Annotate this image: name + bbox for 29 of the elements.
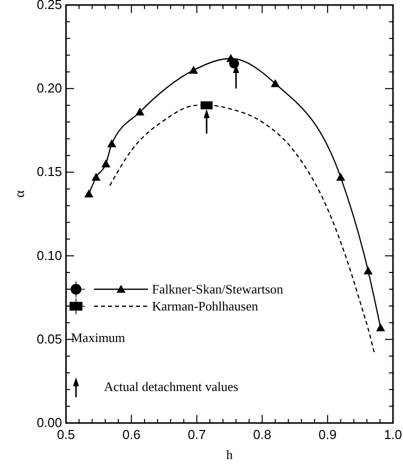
- point: [229, 58, 240, 69]
- point: [135, 108, 144, 116]
- point: [336, 172, 346, 181]
- x-tick-label: 0.8: [253, 427, 272, 442]
- point: [107, 139, 116, 148]
- x-tick-label: 1.0: [384, 427, 402, 442]
- point: [92, 172, 101, 181]
- point: [364, 266, 373, 274]
- point: [189, 66, 198, 74]
- y-tick-label: 0.10: [36, 248, 62, 263]
- x-tick-label: 0.7: [188, 427, 206, 442]
- legend-label: Falkner-Skan/Stewartson: [152, 282, 284, 297]
- x-axis-title: h: [226, 447, 234, 462]
- y-tick-label: 0.15: [36, 164, 62, 180]
- point: [376, 323, 386, 332]
- x-tick-label: 0.5: [56, 427, 76, 442]
- x-tick-label: 0.9: [318, 427, 337, 442]
- y-tick-label: 0.20: [36, 80, 62, 96]
- y-tick-label: 0.25: [36, 0, 62, 12]
- legend-label: Karman-Pohlhausen: [152, 298, 259, 314]
- annotation: Maximum: [71, 330, 126, 346]
- point: [84, 189, 94, 198]
- y-tick-label: 0.05: [36, 331, 62, 346]
- y-tick-label: 0.00: [36, 415, 62, 430]
- legend-label: Actual detachment values: [104, 379, 238, 394]
- point: [101, 159, 110, 168]
- y-axis-title: α: [13, 190, 28, 198]
- point: [270, 79, 280, 88]
- x-tick-label: 0.6: [122, 427, 140, 442]
